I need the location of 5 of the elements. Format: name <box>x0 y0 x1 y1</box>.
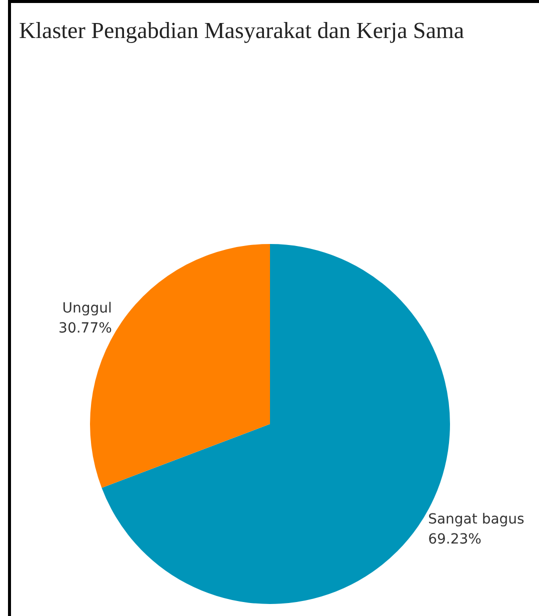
chart-title: Klaster Pengabdian Masyarakat dan Kerja Sama <box>19 18 464 43</box>
data-label: 30.77% <box>58 320 112 336</box>
data-label: 69.23% <box>428 532 482 548</box>
slice-label: Sangat bagus <box>428 512 524 528</box>
slice-label: Unggul <box>62 300 112 316</box>
